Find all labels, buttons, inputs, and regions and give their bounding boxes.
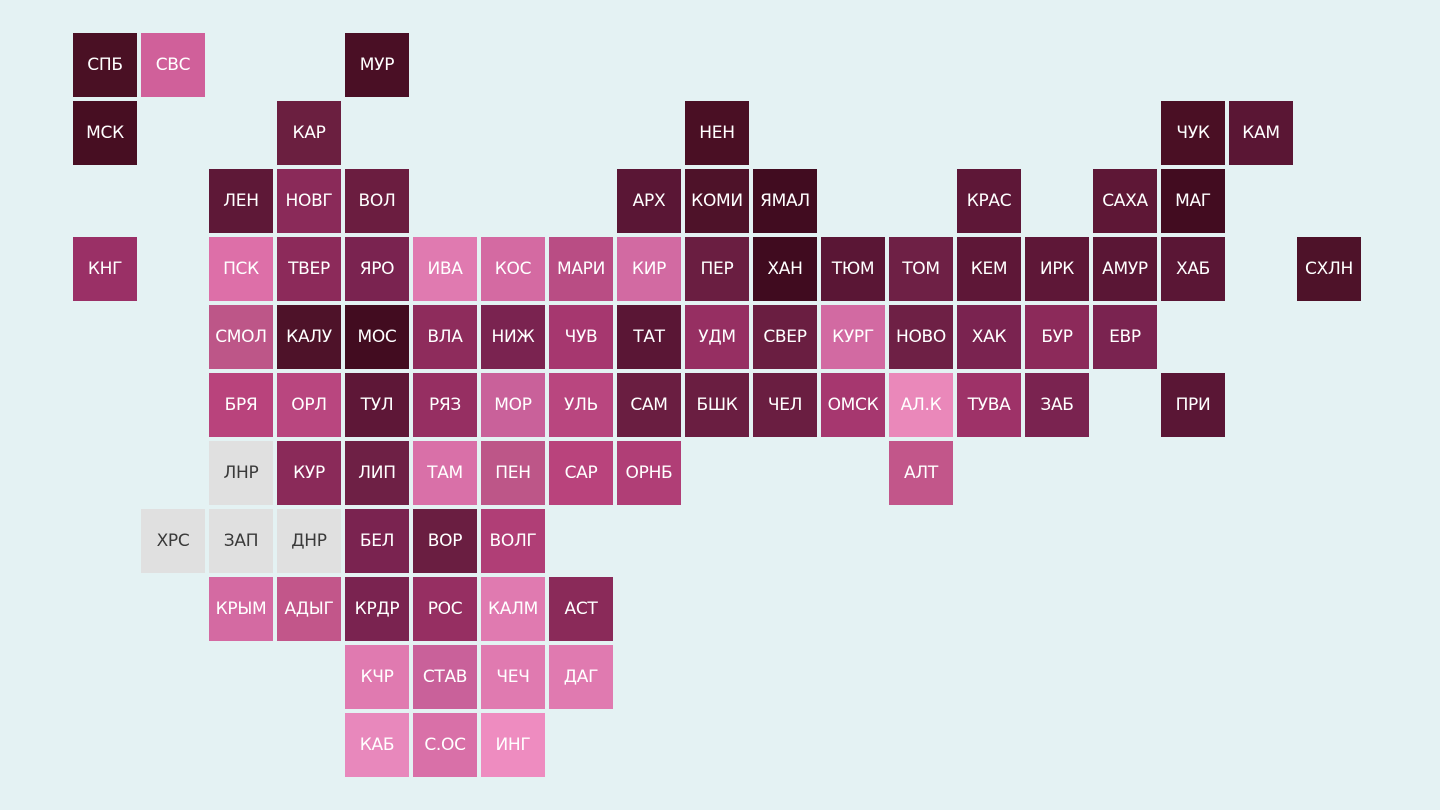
region-tile: МАРИ [549, 237, 613, 301]
region-tile: РОС [413, 577, 477, 641]
region-tile: ОМСК [821, 373, 885, 437]
region-tile: ЧЕЧ [481, 645, 545, 709]
region-tile: САХА [1093, 169, 1157, 233]
region-tile: ПСК [209, 237, 273, 301]
region-tile: ВОР [413, 509, 477, 573]
region-tile: ОРНБ [617, 441, 681, 505]
region-tile: ЕВР [1093, 305, 1157, 369]
region-tile: ДНР [277, 509, 341, 573]
tile-map: СПБ СВС МУР МСК КАР НЕН ЧУК КАМ ЛЕН НОВГ… [73, 33, 1361, 777]
region-tile: ДАГ [549, 645, 613, 709]
region-tile: СТАВ [413, 645, 477, 709]
region-tile: НИЖ [481, 305, 545, 369]
region-tile: КАМ [1229, 101, 1293, 165]
region-tile: ХАК [957, 305, 1021, 369]
region-tile: КРДР [345, 577, 409, 641]
region-tile: МОС [345, 305, 409, 369]
region-tile: БУР [1025, 305, 1089, 369]
region-tile: ХАБ [1161, 237, 1225, 301]
region-tile: МУР [345, 33, 409, 97]
region-tile: КАБ [345, 713, 409, 777]
region-tile: ЗАП [209, 509, 273, 573]
region-tile: ТАТ [617, 305, 681, 369]
region-tile: КУР [277, 441, 341, 505]
region-tile: ИВА [413, 237, 477, 301]
region-tile: КУРГ [821, 305, 885, 369]
region-tile: УДМ [685, 305, 749, 369]
region-tile: ЧУК [1161, 101, 1225, 165]
region-tile: КРАС [957, 169, 1021, 233]
region-tile: ОРЛ [277, 373, 341, 437]
region-tile: ТУВА [957, 373, 1021, 437]
region-tile: СВС [141, 33, 205, 97]
region-tile: КНГ [73, 237, 137, 301]
region-tile: ПЕН [481, 441, 545, 505]
region-tile: ЧЕЛ [753, 373, 817, 437]
region-tile: СПБ [73, 33, 137, 97]
region-tile: МСК [73, 101, 137, 165]
region-tile: С.ОС [413, 713, 477, 777]
region-tile: МАГ [1161, 169, 1225, 233]
region-tile: ЛНР [209, 441, 273, 505]
region-tile: ХАН [753, 237, 817, 301]
region-tile: ЧУВ [549, 305, 613, 369]
region-tile: ТАМ [413, 441, 477, 505]
region-tile: АЛ.К [889, 373, 953, 437]
region-tile: УЛЬ [549, 373, 613, 437]
region-tile: НОВГ [277, 169, 341, 233]
region-tile: ПЕР [685, 237, 749, 301]
region-tile: ВЛА [413, 305, 477, 369]
region-tile: ТОМ [889, 237, 953, 301]
region-tile: ИНГ [481, 713, 545, 777]
region-tile: КЧР [345, 645, 409, 709]
region-tile: ЛИП [345, 441, 409, 505]
region-tile: ТВЕР [277, 237, 341, 301]
region-tile: МОР [481, 373, 545, 437]
region-tile: АЛТ [889, 441, 953, 505]
region-tile: ЛЕН [209, 169, 273, 233]
region-tile: АМУР [1093, 237, 1157, 301]
region-tile: СВЕР [753, 305, 817, 369]
region-tile: СХЛН [1297, 237, 1361, 301]
region-tile: КАР [277, 101, 341, 165]
region-tile: СМОЛ [209, 305, 273, 369]
region-tile: КЕМ [957, 237, 1021, 301]
region-tile: ТУЛ [345, 373, 409, 437]
region-tile: ЯРО [345, 237, 409, 301]
region-tile: КАЛМ [481, 577, 545, 641]
region-tile: БРЯ [209, 373, 273, 437]
region-tile: БЕЛ [345, 509, 409, 573]
region-tile: ТЮМ [821, 237, 885, 301]
region-tile: БШК [685, 373, 749, 437]
region-tile: ВОЛ [345, 169, 409, 233]
region-tile: АДЫГ [277, 577, 341, 641]
region-tile: АРХ [617, 169, 681, 233]
region-tile: КАЛУ [277, 305, 341, 369]
region-tile: САМ [617, 373, 681, 437]
region-tile: ИРК [1025, 237, 1089, 301]
region-tile: НЕН [685, 101, 749, 165]
region-tile: КОМИ [685, 169, 749, 233]
region-tile: РЯЗ [413, 373, 477, 437]
region-tile: ЯМАЛ [753, 169, 817, 233]
region-tile: НОВО [889, 305, 953, 369]
region-tile: САР [549, 441, 613, 505]
region-tile: ЗАБ [1025, 373, 1089, 437]
region-tile: ПРИ [1161, 373, 1225, 437]
region-tile: КРЫМ [209, 577, 273, 641]
region-tile: АСТ [549, 577, 613, 641]
region-tile: ХРС [141, 509, 205, 573]
region-tile: КИР [617, 237, 681, 301]
region-tile: ВОЛГ [481, 509, 545, 573]
region-tile: КОС [481, 237, 545, 301]
